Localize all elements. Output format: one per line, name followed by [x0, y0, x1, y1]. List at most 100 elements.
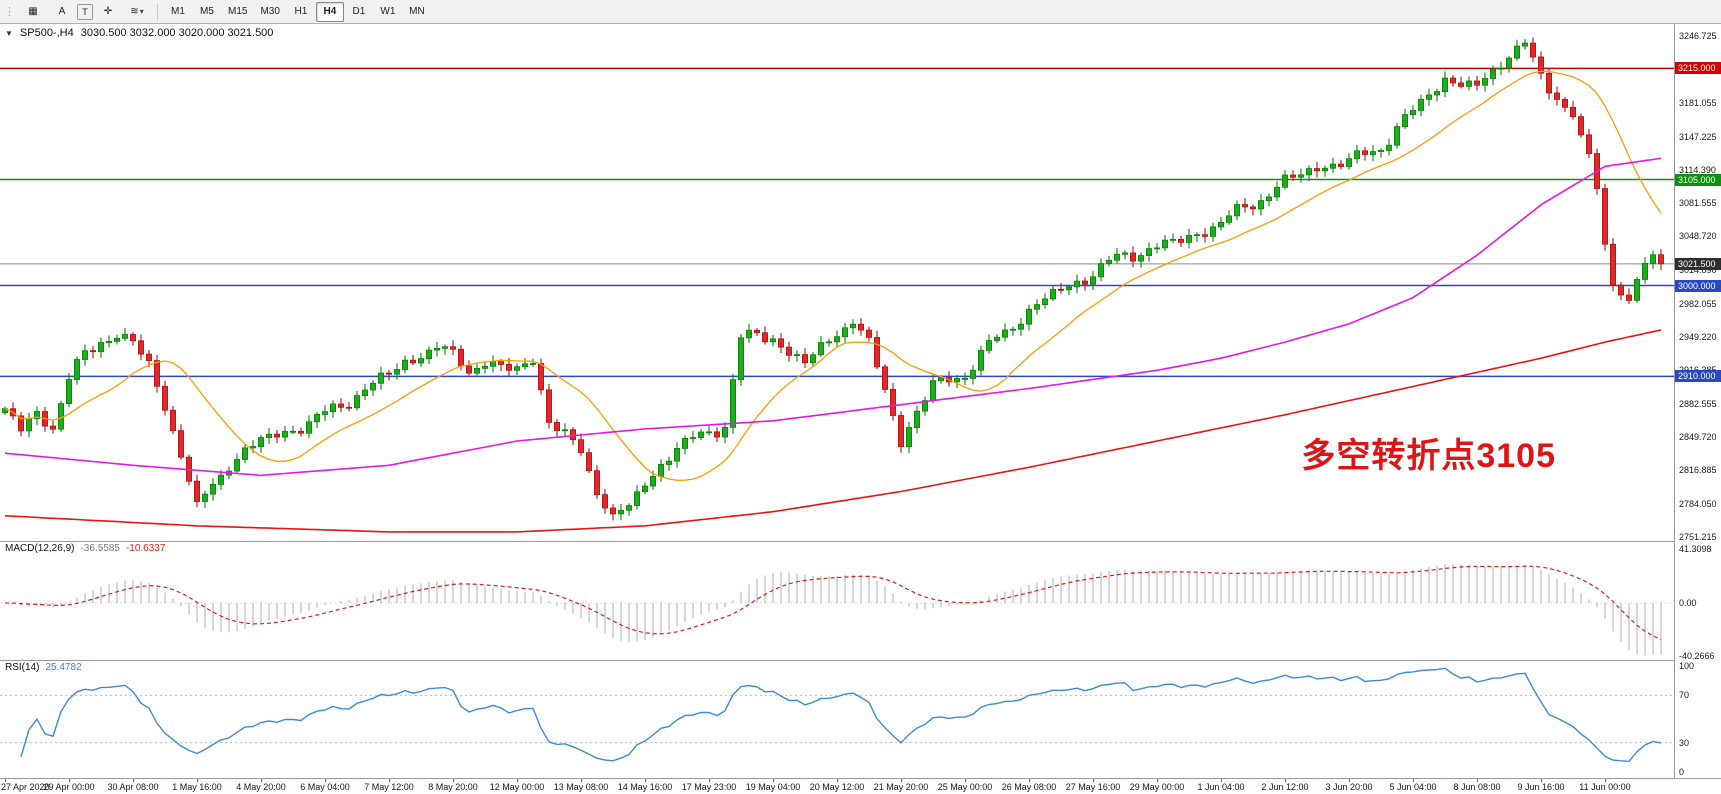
level-price-label: 3000.000: [1675, 279, 1721, 292]
price-tick-label: 3048.720: [1679, 231, 1717, 242]
price-tick-label: 2916.385: [1679, 365, 1717, 375]
level-price-label: 3215.000: [1675, 62, 1721, 75]
current-price-label: 3021.500: [1675, 257, 1721, 270]
time-tick-notch: [901, 779, 902, 782]
pane-separator[interactable]: [0, 541, 1721, 542]
symbol-dropdown-icon[interactable]: ▼: [5, 28, 13, 38]
timeframe-h1[interactable]: H1: [294, 6, 308, 17]
macd-pane[interactable]: MACD(12,26,9) -36.5585 -10.6337: [0, 541, 1674, 660]
crosshair-button[interactable]: ✛: [103, 6, 113, 17]
time-tick-notch: [1413, 779, 1414, 782]
chinese-annotation-text: 多空转折点3105: [1301, 437, 1556, 475]
time-tick-label: 19 May 04:00: [745, 782, 801, 792]
price-tick-label: 3181.055: [1679, 97, 1717, 108]
time-tick-label: 8 Jun 08:00: [1453, 782, 1501, 792]
macd-histogram: [12, 564, 1662, 656]
time-tick-notch: [1605, 779, 1606, 782]
timeframe-mn[interactable]: MN: [409, 6, 425, 17]
time-tick-notch: [133, 779, 134, 782]
time-tick-notch: [197, 779, 198, 782]
price-tick-label: 3147.225: [1679, 131, 1717, 142]
rsi-title: RSI(14) 25.4782: [5, 662, 82, 673]
time-tick-label: 29 Apr 00:00: [43, 782, 95, 792]
rsi-pane[interactable]: RSI(14) 25.4782: [0, 660, 1674, 778]
text-tool-button[interactable]: T: [77, 3, 93, 20]
chart-area: ▼ SP500-,H4 3030.500 3032.000 3020.000 3…: [0, 24, 1721, 794]
time-tick-notch: [517, 779, 518, 782]
time-tick-label: 7 May 12:00: [364, 782, 414, 792]
level-price-label: 2910.000: [1675, 370, 1721, 383]
timeframe-m1[interactable]: M1: [171, 6, 185, 17]
symbol-timeframe-label: SP500-,H4: [19, 27, 74, 39]
time-axis[interactable]: 27 Apr 2020 29 Apr 00:00 30 Apr 08:00 1 May…: [0, 779, 1674, 794]
time-tick-label: 11 Jun 00:00: [1579, 782, 1631, 792]
timeframe-m30[interactable]: M30: [260, 6, 280, 17]
price-axis[interactable]: 3246.725 3181.055 3147.225 3114.390 3081.555…: [1675, 24, 1721, 778]
rsi-label: RSI(14): [5, 662, 40, 673]
price-tick-label: 2816.885: [1679, 465, 1717, 476]
macd-axis-label: 41.3098: [1679, 544, 1712, 554]
pane-separator: [0, 778, 1721, 779]
candlestick-chart[interactable]: [0, 24, 1674, 541]
macd-chart[interactable]: [0, 541, 1674, 660]
time-tick-notch: [453, 779, 454, 782]
time-tick-label: 25 May 00:00: [937, 782, 993, 792]
time-tick-notch: [69, 779, 70, 782]
time-tick-notch: [5, 779, 6, 782]
price-tick-label: 3114.390: [1679, 165, 1716, 176]
time-tick-label: 27 May 16:00: [1065, 782, 1121, 792]
time-tick-label: 30 Apr 08:00: [107, 782, 159, 792]
timeframe-m5[interactable]: M5: [200, 6, 214, 17]
timeframe-h4[interactable]: H4: [315, 1, 344, 22]
macd-title: MACD(12,26,9) -36.5585 -10.6337: [5, 543, 165, 554]
time-tick-label: 3 Jun 20:00: [1325, 782, 1373, 792]
pane-separator[interactable]: [0, 660, 1721, 661]
dropdown-caret-icon: ▾: [139, 7, 144, 16]
time-tick-notch: [1093, 779, 1094, 782]
annotate-a-button[interactable]: A: [58, 6, 66, 17]
macd-label: MACD(12,26,9): [5, 543, 75, 554]
time-tick-label: 21 May 20:00: [873, 782, 929, 792]
time-tick-label: 9 Jun 16:00: [1517, 782, 1565, 792]
time-tick-notch: [325, 779, 326, 782]
macd-main-value: -36.5585: [80, 543, 120, 554]
axis-separator: [1674, 24, 1675, 778]
rsi-axis-label: 100: [1679, 661, 1695, 671]
time-tick-notch: [837, 779, 838, 782]
rsi-axis-label: 30: [1679, 737, 1690, 748]
time-tick-notch: [773, 779, 774, 782]
rsi-value: 25.4782: [45, 662, 82, 673]
time-tick-notch: [1221, 779, 1222, 782]
level-lines: [0, 67, 1674, 378]
price-tick-label: 2784.050: [1679, 498, 1717, 509]
rsi-chart[interactable]: [0, 660, 1674, 778]
toolbar: ⋮ ▦ A T ✛ ≋ ▾ M1 M5 M15 M30 H1 H4 D1 W1 M…: [0, 0, 1721, 24]
macd-signal-line: [4, 565, 1662, 641]
price-tick-label: 3014.890: [1679, 265, 1717, 276]
time-tick-notch: [1477, 779, 1478, 782]
time-tick-label: 29 May 00:00: [1129, 782, 1185, 792]
line-studies-button[interactable]: ≋ ▾: [123, 2, 151, 22]
timeframe-w1[interactable]: W1: [380, 6, 396, 17]
price-tick-label: 3246.725: [1679, 31, 1717, 42]
time-tick-notch: [1029, 779, 1030, 782]
timeframe-m15[interactable]: M15: [228, 6, 248, 17]
time-tick-notch: [1541, 779, 1542, 782]
price-tick-label: 3081.555: [1679, 198, 1717, 209]
ohlc-values: 3030.500 3032.000 3020.000 3021.500: [80, 27, 274, 39]
time-tick-label: 20 May 12:00: [809, 782, 865, 792]
time-tick-notch: [581, 779, 582, 782]
rsi-level-lines: [0, 694, 1674, 744]
time-tick-label: 6 May 04:00: [300, 782, 350, 792]
macd-axis-label: -40.2666: [1679, 650, 1715, 661]
time-tick-label: 17 May 23:00: [681, 782, 737, 792]
timeframe-d1[interactable]: D1: [352, 6, 366, 17]
chart-window-icon[interactable]: ▦: [28, 6, 38, 17]
main-price-pane[interactable]: ▼ SP500-,H4 3030.500 3032.000 3020.000 3…: [0, 24, 1674, 541]
time-tick-label: 1 May 16:00: [172, 782, 222, 792]
price-tick-label: 2949.220: [1679, 331, 1717, 342]
rsi-axis-label: 0: [1679, 767, 1685, 777]
macd-axis-label: 0.00: [1679, 598, 1697, 608]
toolbar-grip-icon[interactable]: ⋮: [4, 6, 15, 18]
